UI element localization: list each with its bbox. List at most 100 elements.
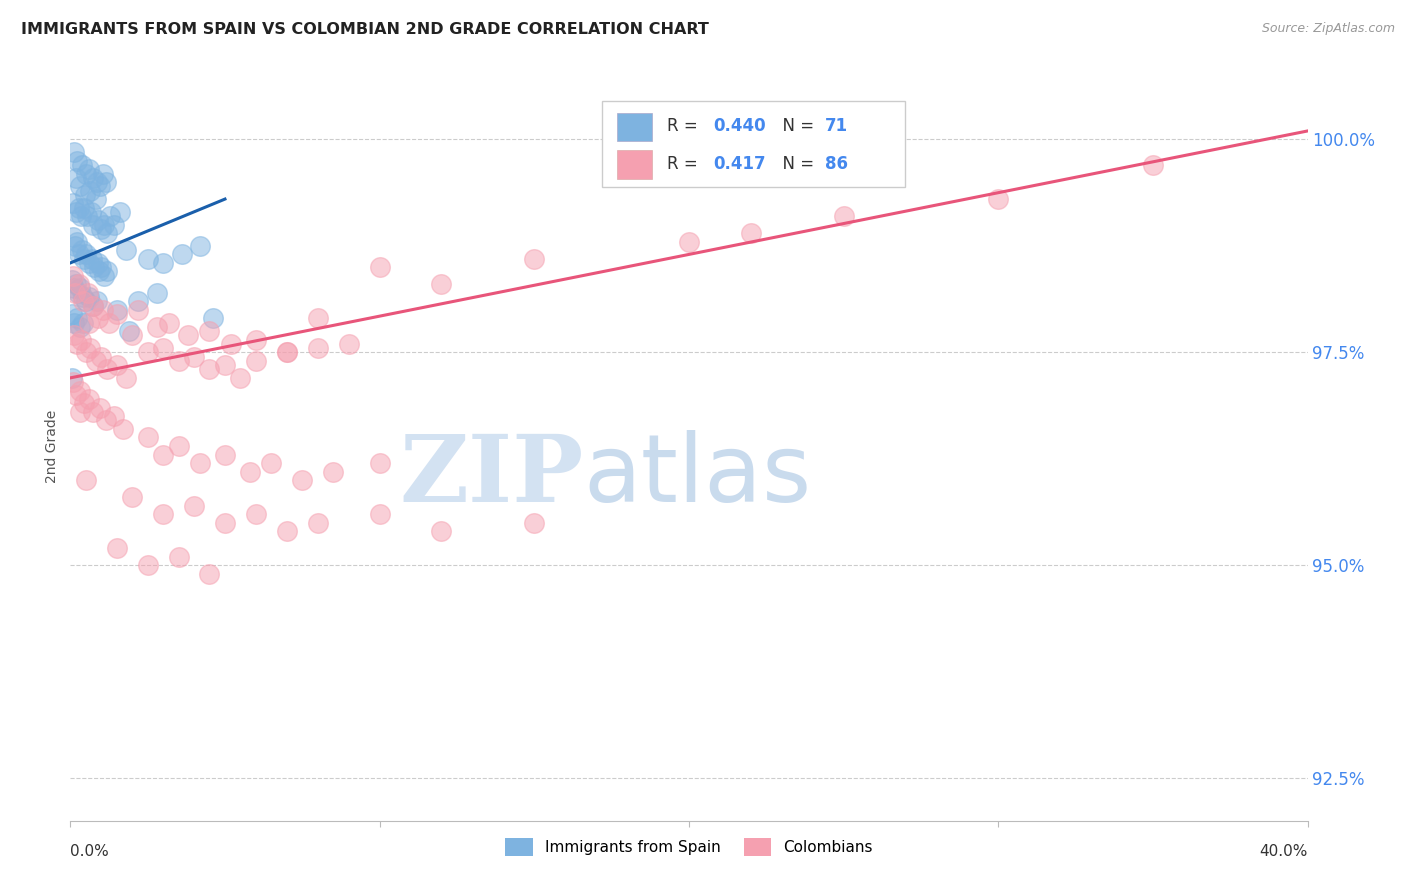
Point bbox=[167, 439, 190, 453]
Point bbox=[72, 290, 94, 304]
Point bbox=[98, 209, 121, 223]
Point bbox=[69, 319, 91, 334]
Point bbox=[62, 375, 84, 389]
Point bbox=[63, 285, 86, 300]
Point bbox=[322, 465, 344, 479]
Point bbox=[239, 465, 262, 479]
Point bbox=[91, 167, 114, 181]
Point bbox=[63, 145, 86, 160]
Point bbox=[188, 239, 211, 253]
Point bbox=[86, 311, 108, 326]
Point bbox=[430, 277, 453, 292]
Point bbox=[96, 362, 118, 376]
Point bbox=[80, 204, 103, 219]
Point bbox=[70, 333, 93, 347]
Point bbox=[307, 311, 329, 326]
Point bbox=[245, 354, 267, 368]
Point bbox=[73, 252, 96, 266]
Point bbox=[75, 167, 97, 181]
Point bbox=[62, 230, 84, 244]
Point bbox=[188, 456, 211, 470]
Point bbox=[430, 524, 453, 538]
Point bbox=[105, 307, 128, 321]
Point bbox=[82, 299, 104, 313]
Point bbox=[214, 358, 236, 372]
Point bbox=[276, 345, 298, 359]
Point bbox=[157, 316, 180, 330]
Point bbox=[67, 285, 90, 300]
Point bbox=[63, 239, 86, 253]
Text: R =: R = bbox=[666, 117, 703, 135]
Point bbox=[89, 401, 111, 415]
Point bbox=[170, 247, 193, 261]
Point bbox=[245, 333, 267, 347]
Point bbox=[90, 260, 112, 275]
Point bbox=[115, 371, 138, 385]
Point bbox=[86, 175, 108, 189]
Bar bbox=[617, 112, 652, 141]
Point bbox=[94, 413, 117, 427]
Point bbox=[79, 341, 101, 355]
Point bbox=[93, 218, 115, 232]
Point bbox=[82, 405, 105, 419]
Point bbox=[96, 226, 118, 240]
Point bbox=[108, 204, 131, 219]
Text: IMMIGRANTS FROM SPAIN VS COLOMBIAN 2ND GRADE CORRELATION CHART: IMMIGRANTS FROM SPAIN VS COLOMBIAN 2ND G… bbox=[21, 22, 709, 37]
Point bbox=[94, 175, 117, 189]
Point bbox=[987, 192, 1010, 206]
Point bbox=[75, 247, 97, 261]
Point bbox=[77, 256, 100, 270]
Point bbox=[98, 316, 120, 330]
Point bbox=[368, 456, 391, 470]
Point bbox=[66, 235, 89, 249]
Text: N =: N = bbox=[772, 154, 820, 172]
Point bbox=[73, 396, 96, 410]
Text: 40.0%: 40.0% bbox=[1260, 845, 1308, 860]
Point bbox=[72, 316, 94, 330]
Point bbox=[523, 516, 546, 530]
Text: ZIP: ZIP bbox=[399, 431, 583, 521]
Text: N =: N = bbox=[772, 117, 820, 135]
Text: 86: 86 bbox=[825, 154, 848, 172]
Point bbox=[523, 252, 546, 266]
Point bbox=[276, 345, 298, 359]
Point bbox=[152, 341, 174, 355]
Point bbox=[76, 209, 98, 223]
Point bbox=[121, 328, 143, 343]
Point bbox=[66, 311, 89, 326]
Point bbox=[83, 260, 105, 275]
Point bbox=[67, 277, 90, 292]
Point bbox=[368, 260, 391, 275]
Point bbox=[60, 273, 83, 287]
Point bbox=[69, 384, 91, 398]
Point bbox=[75, 294, 97, 309]
Point bbox=[86, 256, 108, 270]
Point bbox=[214, 448, 236, 462]
Point bbox=[77, 316, 100, 330]
Point bbox=[152, 507, 174, 521]
Point bbox=[105, 358, 128, 372]
Point bbox=[63, 328, 86, 343]
Point bbox=[70, 209, 93, 223]
Point bbox=[740, 226, 762, 240]
Point bbox=[136, 430, 159, 444]
Point bbox=[65, 388, 87, 402]
Point bbox=[69, 281, 91, 295]
Point bbox=[198, 566, 221, 581]
Point bbox=[89, 179, 111, 194]
Text: atlas: atlas bbox=[583, 430, 813, 522]
Legend: Immigrants from Spain, Colombians: Immigrants from Spain, Colombians bbox=[499, 832, 879, 862]
Point bbox=[136, 558, 159, 573]
Point bbox=[60, 307, 83, 321]
Point bbox=[75, 473, 97, 487]
Point bbox=[103, 218, 125, 232]
FancyBboxPatch shape bbox=[602, 102, 905, 187]
Point bbox=[66, 153, 89, 168]
Point bbox=[77, 392, 100, 407]
Point bbox=[67, 247, 90, 261]
Point bbox=[91, 302, 114, 317]
Point bbox=[121, 490, 143, 504]
Point bbox=[219, 336, 242, 351]
Point bbox=[167, 549, 190, 564]
Point bbox=[90, 222, 112, 236]
